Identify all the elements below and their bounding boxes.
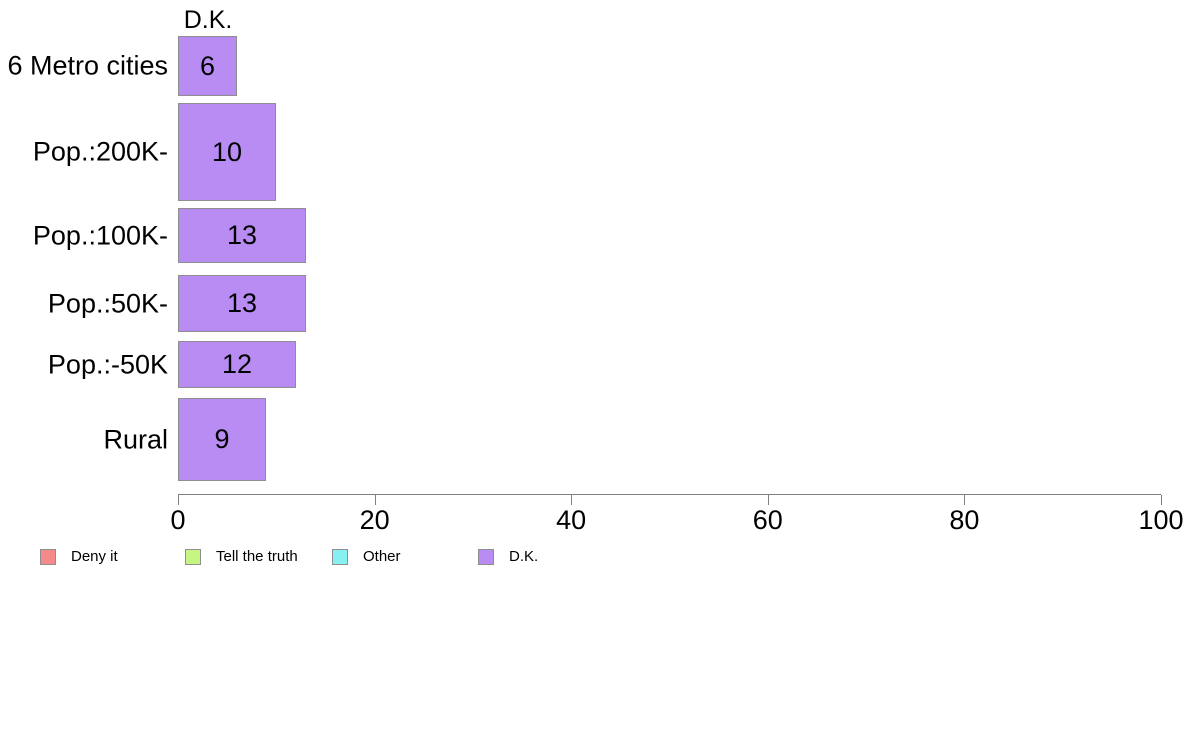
legend-item: Other: [332, 548, 401, 565]
bar-value-label: 6: [199, 50, 216, 81]
category-label: Pop.:100K-: [32, 220, 168, 250]
legend-swatch-icon: [478, 548, 494, 565]
x-axis-tick-label: 80: [949, 505, 980, 535]
category-label: Pop.:50K-: [47, 288, 168, 318]
x-axis-tick-label: 0: [170, 505, 186, 535]
x-axis-tick: [964, 495, 966, 505]
chart-title: D.K.: [183, 6, 233, 34]
bar: 10: [178, 103, 276, 201]
legend-swatch-icon: [40, 548, 56, 565]
x-axis-tick-label: 20: [359, 505, 390, 535]
category-label: Rural: [103, 424, 168, 454]
legend-swatch-icon: [332, 548, 348, 565]
x-axis-tick-label: 40: [556, 505, 587, 535]
x-axis-tick-label: 100: [1138, 505, 1184, 535]
x-axis-tick: [571, 495, 573, 505]
x-axis-tick-label: 60: [752, 505, 783, 535]
bar-value-label: 9: [214, 424, 230, 454]
legend-label: Other: [363, 548, 401, 565]
legend-item: Deny it: [40, 548, 118, 565]
legend-label: Deny it: [71, 548, 118, 565]
bar: 9: [178, 398, 266, 481]
bar: 12: [178, 341, 296, 388]
bar: 6: [178, 36, 237, 96]
legend-swatch-icon: [185, 548, 201, 565]
bar-value-label: 13: [226, 288, 258, 318]
x-axis-line: [178, 494, 1161, 495]
bar-value-label: 13: [226, 220, 258, 250]
category-label: 6 Metro cities: [7, 50, 168, 81]
bar: 13: [178, 275, 306, 332]
legend-item: D.K.: [478, 548, 538, 565]
category-label: Pop.:200K-: [32, 136, 168, 167]
bar-value-label: 10: [211, 136, 243, 167]
category-label: Pop.:-50K: [47, 349, 168, 379]
bar-value-label: 12: [221, 349, 253, 379]
x-axis-tick: [767, 495, 769, 505]
legend-item: Tell the truth: [185, 548, 298, 565]
bar: 13: [178, 208, 306, 263]
legend-label: D.K.: [509, 548, 539, 565]
x-axis-tick: [178, 495, 179, 505]
legend-label: Tell the truth: [216, 548, 298, 565]
x-axis-tick: [374, 495, 376, 505]
x-axis-tick: [1161, 495, 1162, 505]
